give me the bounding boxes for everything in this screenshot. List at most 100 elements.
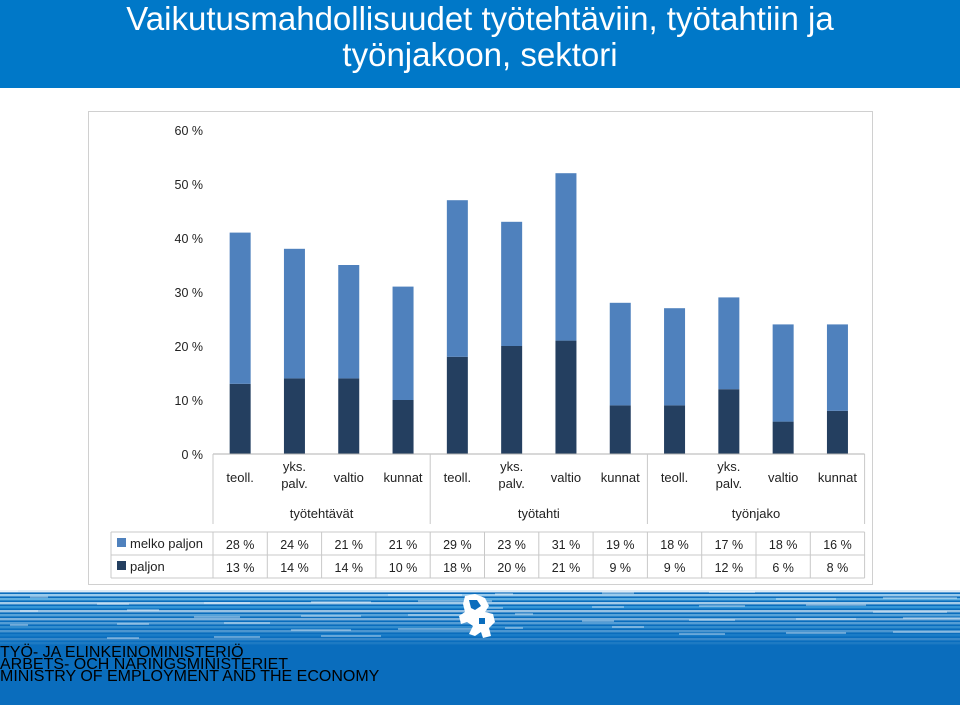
table-cell: 14 % [335, 561, 364, 575]
footer-dash [806, 604, 866, 606]
bar-paljon [773, 422, 794, 454]
table-cell: 23 % [497, 538, 526, 552]
bar-paljon [610, 405, 631, 454]
category-label: yks. [283, 459, 306, 474]
footer-dash [796, 618, 856, 620]
table-cell: 18 % [769, 538, 798, 552]
footer-dash [10, 624, 28, 626]
table-cell: 10 % [389, 561, 418, 575]
category-label: kunnat [601, 470, 640, 485]
table-cell: 21 % [335, 538, 364, 552]
footer-dash [709, 591, 755, 593]
table-cell: 21 % [552, 561, 581, 575]
ministry-footer: TYÖ- JA ELINKEINOMINISTERIÖ ARBETS- OCH … [0, 590, 960, 705]
table-cell: 9 % [664, 561, 686, 575]
table-cell: 20 % [497, 561, 526, 575]
footer-dash [97, 603, 129, 605]
category-label: palv. [716, 476, 743, 491]
footer-dash [204, 602, 250, 604]
group-label: työtahti [518, 506, 560, 521]
footer-dash [689, 619, 735, 621]
bar-paljon [827, 411, 848, 454]
footer-dash [592, 606, 624, 608]
y-tick-label: 10 % [175, 394, 204, 408]
category-label: valtio [334, 470, 364, 485]
footer-dash [388, 594, 462, 596]
table-cell: 24 % [280, 538, 309, 552]
table-cell: 21 % [389, 538, 418, 552]
footer-dash [582, 620, 614, 622]
bar-melko-paljon [718, 297, 739, 389]
lion-emblem-icon [455, 592, 505, 640]
footer-dash [30, 596, 48, 598]
bar-paljon [393, 400, 414, 454]
footer-dash [107, 637, 139, 639]
ministry-name-en: MINISTRY OF EMPLOYMENT AND THE ECONOMY [0, 668, 379, 686]
category-label: teoll. [444, 470, 471, 485]
footer-dash [903, 617, 960, 619]
table-cell: 18 % [660, 538, 689, 552]
footer-dash [776, 598, 836, 600]
footer-dash [127, 609, 159, 611]
category-label: palv. [498, 476, 525, 491]
footer-dash [612, 626, 644, 628]
footer-dash [321, 635, 381, 637]
table-cell: 28 % [226, 538, 255, 552]
bar-paljon [284, 378, 305, 454]
table-cell: 8 % [827, 561, 849, 575]
table-cell: 6 % [772, 561, 794, 575]
bar-paljon [664, 405, 685, 454]
table-cell: 17 % [715, 538, 744, 552]
table-cell: 18 % [443, 561, 472, 575]
bar-melko-paljon [447, 200, 468, 357]
footer-dash [602, 592, 634, 594]
bar-melko-paljon [664, 308, 685, 405]
footer-dash [893, 631, 960, 633]
footer-dash [679, 633, 725, 635]
bar-paljon [501, 346, 522, 454]
category-label: valtio [551, 470, 581, 485]
group-label: työtehtävät [290, 506, 354, 521]
slide-title-line-1: Vaikutusmahdollisuudet työtehtäviin, työ… [0, 0, 960, 38]
stacked-bar-chart: 0 % 10 % 20 % 30 % 40 % 50 % 60 % teoll. yks. pal… [89, 112, 872, 584]
footer-dash [873, 611, 947, 613]
y-tick-label: 20 % [175, 340, 204, 354]
group-label: työnjako [732, 506, 780, 521]
category-label: yks. [500, 459, 523, 474]
footer-dash [699, 605, 745, 607]
bar-melko-paljon [555, 173, 576, 340]
table-cell: 29 % [443, 538, 472, 552]
bar-melko-paljon [338, 265, 359, 378]
y-tick-label: 30 % [175, 286, 204, 300]
bar-melko-paljon [501, 222, 522, 346]
y-tick-label: 60 % [175, 124, 204, 138]
chart-area: 0 % 10 % 20 % 30 % 40 % 50 % 60 % teoll. yks. pal… [88, 111, 873, 585]
bar-melko-paljon [773, 324, 794, 421]
footer-dash [291, 629, 351, 631]
footer-dash [786, 632, 846, 634]
y-tick-label: 0 % [181, 448, 203, 462]
table-cell: 14 % [280, 561, 309, 575]
category-label: teoll. [226, 470, 253, 485]
legend-swatch [117, 538, 126, 547]
bar-melko-paljon [610, 303, 631, 406]
bar-paljon [447, 357, 468, 454]
table-cell: 31 % [552, 538, 581, 552]
footer-dash [505, 627, 523, 629]
legend-swatch [117, 561, 126, 570]
table-cell: 9 % [609, 561, 631, 575]
slide-title-line-2: työnjakoon, sektori [0, 36, 960, 74]
footer-dash [214, 636, 260, 638]
legend-label: melko paljon [130, 536, 203, 551]
footer-dash [883, 597, 957, 599]
bar-melko-paljon [284, 249, 305, 379]
y-tick-label: 40 % [175, 232, 204, 246]
table-cell: 12 % [715, 561, 744, 575]
table-cell: 16 % [823, 538, 852, 552]
footer-dash [20, 610, 38, 612]
category-label: kunnat [384, 470, 423, 485]
table-cell: 13 % [226, 561, 255, 575]
bar-paljon [555, 341, 576, 454]
footer-dash [117, 623, 149, 625]
title-banner: Vaikutusmahdollisuudet työtehtäviin, työ… [0, 0, 960, 88]
